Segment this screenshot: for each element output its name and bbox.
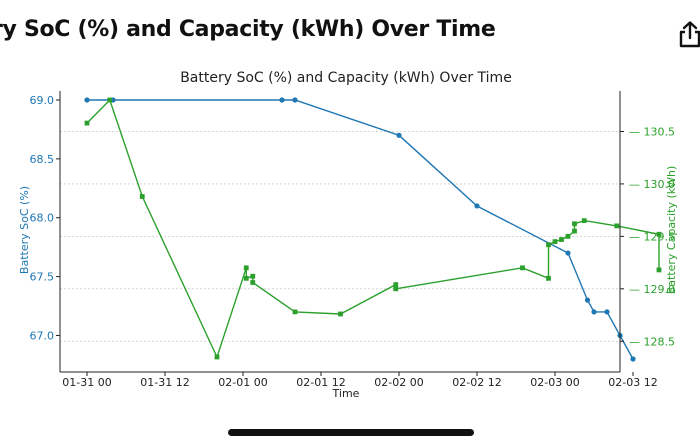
soc-point	[565, 250, 571, 256]
soc-point	[584, 297, 591, 303]
capacity-point	[292, 309, 298, 315]
y-left-tick-label: 68.5	[30, 153, 55, 166]
capacity-point	[572, 228, 577, 234]
series-layer	[84, 97, 662, 362]
y-left-axis-label: Battery SoC (%)	[18, 186, 31, 274]
gridlines	[60, 131, 620, 342]
soc-point	[84, 97, 90, 103]
capacity-point	[139, 194, 145, 199]
capacity-point	[243, 275, 249, 281]
capacity-point	[338, 311, 343, 317]
x-tick-label: 02-02 12	[452, 376, 501, 389]
axes: 01-31 00 01-31 12 02-01 00 02-01 12 02-02 00…	[30, 91, 675, 389]
capacity-point	[546, 275, 551, 281]
soc-line	[87, 99, 634, 360]
x-tick-label: 02-01 12	[296, 376, 345, 389]
capacity-point	[243, 265, 249, 271]
y-right-tick-label: — 130.0	[629, 178, 675, 191]
capacity-point	[107, 97, 113, 103]
capacity-point	[565, 233, 571, 239]
capacity-point	[572, 221, 577, 227]
capacity-point	[214, 354, 220, 360]
y-left-tick-label: 67.5	[30, 271, 55, 284]
soc-point	[279, 97, 285, 103]
x-tick-label: 01-31 00	[62, 376, 111, 389]
share-button[interactable]	[678, 20, 700, 48]
chart-title: Battery SoC (%) and Capacity (kWh) Over …	[180, 70, 512, 86]
capacity-point	[393, 282, 399, 288]
x-tick-label: 01-31 12	[140, 376, 189, 389]
capacity-point	[656, 231, 662, 237]
y-left-tick-label: 68.0	[30, 212, 55, 225]
capacity-point	[546, 242, 551, 248]
x-tick-label: 02-01 00	[218, 376, 267, 389]
y-left-tick-label: 69.0	[30, 94, 55, 107]
capacity-point	[614, 223, 620, 229]
y-right-tick-label: — 129.0	[629, 283, 675, 296]
soc-point	[591, 309, 597, 315]
soc-point	[292, 97, 298, 103]
y-left-tick-label: 67.0	[30, 329, 55, 342]
capacity-point	[559, 237, 564, 242]
capacity-point	[581, 218, 587, 224]
capacity-point	[520, 265, 525, 271]
soc-point	[604, 309, 610, 315]
y-right-axis-label: Battery Capacity (kWh)	[665, 166, 678, 295]
x-tick-label: 02-02 00	[374, 376, 423, 389]
x-tick-label: 02-03 00	[530, 376, 579, 389]
capacity-point	[84, 120, 90, 126]
capacity-point	[393, 286, 399, 292]
capacity-line	[86, 98, 660, 359]
x-axis-label: Time	[332, 387, 360, 400]
capacity-point	[250, 273, 256, 279]
y-right-tick-label: — 129.5	[629, 230, 675, 243]
soc-point	[474, 203, 480, 209]
y-right-tick-label: — 130.5	[629, 125, 675, 138]
x-tick-label: 02-03 12	[608, 376, 657, 389]
capacity-point	[250, 280, 256, 285]
y-right-tick-label: — 128.5	[629, 335, 675, 348]
capacity-point	[656, 267, 662, 273]
home-indicator[interactable]	[228, 429, 474, 436]
page-title: ry SoC (%) and Capacity (kWh) Over Time	[0, 17, 496, 42]
capacity-point	[552, 239, 558, 245]
soc-point	[396, 132, 402, 138]
soc-point	[630, 356, 636, 362]
share-icon	[679, 21, 700, 48]
